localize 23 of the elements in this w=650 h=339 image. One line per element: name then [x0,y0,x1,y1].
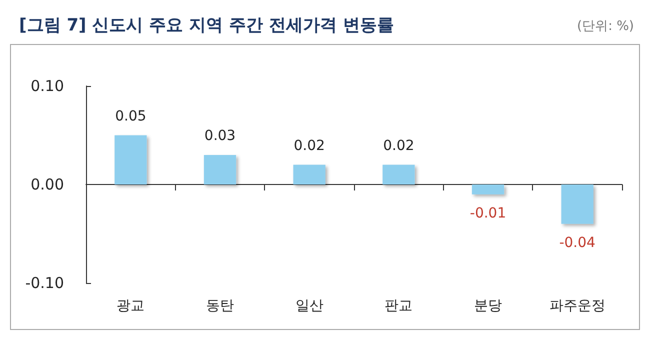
y-tick-label: 0.00 [30,176,64,194]
bar [561,184,594,224]
data-label: 0.02 [383,138,414,154]
chart-title: [그림 7] 신도시 주요 지역 주간 전세가격 변동률 [19,16,394,36]
x-tick-label: 광교 [116,298,145,314]
bar [204,154,236,184]
x-tick-label: 분당 [474,298,502,314]
data-label: 0.05 [115,108,146,124]
bar [472,184,504,194]
x-tick-label: 판교 [384,298,413,314]
y-tick-label: 0.10 [30,77,64,95]
data-label: -0.04 [559,234,596,251]
x-tick-label: 동탄 [206,298,234,314]
bar [382,164,415,184]
x-tick-label: 파주운정 [549,298,606,314]
y-tick-label: -0.10 [25,274,64,292]
x-tick-label: 일산 [295,298,324,314]
text: (단위: %) [576,19,634,34]
bar [114,135,147,184]
bar [293,164,326,184]
data-label: -0.01 [470,205,506,222]
data-label: 0.03 [204,128,236,144]
data-label: 0.02 [294,138,325,154]
